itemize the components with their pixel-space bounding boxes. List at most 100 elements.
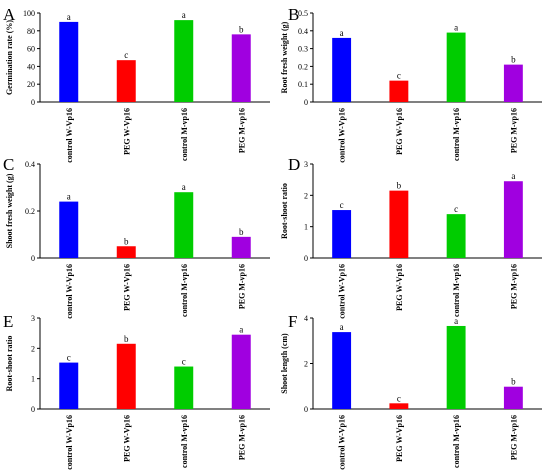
y-tick-label: 100: [23, 9, 35, 18]
panel-letter: C: [3, 155, 14, 174]
bar-control-w-vp16: [59, 21, 79, 102]
bar-control-m-vp16: [446, 325, 466, 409]
bar-peg-w-vp16: [389, 403, 409, 409]
x-category-label: PEG W-Vp16: [122, 264, 131, 311]
bar-peg-m-vp16: [231, 34, 251, 102]
y-tick-label: 2: [304, 360, 308, 369]
significance-letter: b: [397, 181, 402, 191]
y-tick-label: 0: [31, 98, 35, 107]
panel-letter: A: [3, 5, 16, 24]
y-tick-label: 0.5: [298, 9, 308, 18]
significance-letter: a: [454, 316, 458, 326]
significance-letter: b: [239, 24, 244, 34]
significance-letter: c: [124, 50, 128, 60]
x-category-label: control M-vp16: [452, 415, 461, 468]
bar-control-w-vp16: [332, 210, 352, 258]
significance-letter: b: [239, 227, 244, 237]
x-category-label: control W-Vp16: [338, 264, 347, 319]
significance-letter: a: [454, 23, 458, 33]
significance-letter: a: [239, 325, 243, 335]
y-tick-label: 2: [304, 191, 308, 200]
bar-peg-m-vp16: [231, 334, 251, 409]
y-axis-label: Shoot fresh weight (g): [5, 173, 14, 248]
y-tick-label: 4: [304, 314, 308, 323]
chart-panel-e: E 0 1 2 3 Root-shoot ratio c control W-Vp16 b PEG…: [3, 312, 270, 470]
significance-letter: a: [511, 171, 515, 181]
significance-letter: c: [340, 200, 344, 210]
x-category-label: PEG W-Vp16: [122, 108, 131, 155]
y-tick-label: 0: [304, 405, 308, 414]
y-tick-label: 3: [304, 160, 308, 169]
bar-control-w-vp16: [332, 37, 352, 102]
x-category-label: control M-vp16: [452, 264, 461, 317]
x-category-label: control W-Vp16: [338, 415, 347, 470]
x-category-label: control M-vp16: [180, 108, 189, 161]
y-tick-label: 0: [31, 405, 35, 414]
y-tick-label: 0: [304, 254, 308, 263]
chart-panel-b: B 0 0.1 0.2 0.3 0.4 0.5 Root fresh weight (g) a c…: [280, 5, 542, 163]
significance-letter: a: [67, 192, 71, 202]
significance-letter: a: [182, 10, 186, 20]
bar-peg-m-vp16: [231, 236, 251, 258]
x-category-label: control W-Vp16: [65, 264, 74, 319]
x-category-label: PEG W-Vp16: [395, 264, 404, 311]
y-axis-label: Germination rate (%): [5, 20, 14, 95]
y-tick-label: 0.2: [25, 207, 35, 216]
significance-letter: c: [67, 353, 71, 363]
x-category-label: PEG M-vp16: [509, 264, 518, 309]
significance-letter: a: [340, 28, 344, 38]
x-category-label: control W-Vp16: [338, 108, 347, 163]
y-tick-label: 3: [31, 314, 35, 323]
x-category-label: PEG M-vp16: [509, 108, 518, 153]
x-category-label: control M-vp16: [452, 108, 461, 161]
panel-letter: B: [288, 5, 299, 24]
x-category-label: control W-Vp16: [65, 415, 74, 470]
significance-letter: a: [67, 12, 71, 22]
y-tick-label: 0: [304, 98, 308, 107]
y-axis-label: Root-shoot ratio: [280, 183, 289, 239]
significance-letter: a: [340, 322, 344, 332]
bar-control-m-vp16: [174, 192, 194, 258]
bar-control-m-vp16: [174, 20, 194, 102]
bar-control-w-vp16: [59, 201, 79, 258]
y-tick-label: 0.4: [298, 27, 308, 36]
significance-letter: b: [511, 55, 516, 65]
chart-panel-a: A 0 20 40 60 80 100 Germination rate (%) a contro…: [3, 5, 270, 163]
x-category-label: PEG M-vp16: [237, 108, 246, 153]
significance-letter: b: [511, 377, 516, 387]
bar-peg-w-vp16: [116, 60, 136, 102]
y-tick-label: 0.1: [298, 80, 308, 89]
bar-peg-m-vp16: [503, 64, 523, 102]
bar-peg-w-vp16: [116, 246, 136, 258]
significance-letter: b: [124, 334, 129, 344]
x-category-label: PEG W-Vp16: [395, 415, 404, 462]
panel-letter: D: [288, 155, 300, 174]
x-category-label: control W-Vp16: [65, 108, 74, 163]
significance-letter: a: [182, 182, 186, 192]
y-tick-label: 0: [31, 254, 35, 263]
bar-peg-w-vp16: [389, 80, 409, 102]
x-category-label: control M-vp16: [180, 264, 189, 317]
x-category-label: PEG W-Vp16: [122, 415, 131, 462]
y-tick-label: 0.4: [25, 160, 35, 169]
x-category-label: control M-vp16: [180, 415, 189, 468]
significance-letter: c: [397, 393, 401, 403]
bar-control-m-vp16: [174, 366, 194, 409]
x-category-label: PEG W-Vp16: [395, 108, 404, 155]
significance-letter: b: [124, 236, 129, 246]
y-tick-label: 1: [304, 223, 308, 232]
y-axis-label: Shoot length (cm): [280, 333, 289, 394]
x-category-label: PEG M-vp16: [509, 415, 518, 460]
significance-letter: c: [454, 204, 458, 214]
bar-control-w-vp16: [332, 332, 352, 409]
significance-letter: c: [182, 357, 186, 367]
x-category-label: PEG M-vp16: [237, 264, 246, 309]
y-axis-label: Root-shoot ratio: [5, 336, 14, 392]
y-tick-label: 40: [27, 62, 35, 71]
y-tick-label: 2: [31, 344, 35, 353]
significance-letter: c: [397, 71, 401, 81]
bar-peg-w-vp16: [116, 343, 136, 409]
chart-panel-f: F 0 2 4 Shoot length (cm) a control W-Vp16 c PEG…: [280, 312, 542, 470]
bar-peg-w-vp16: [389, 190, 409, 258]
